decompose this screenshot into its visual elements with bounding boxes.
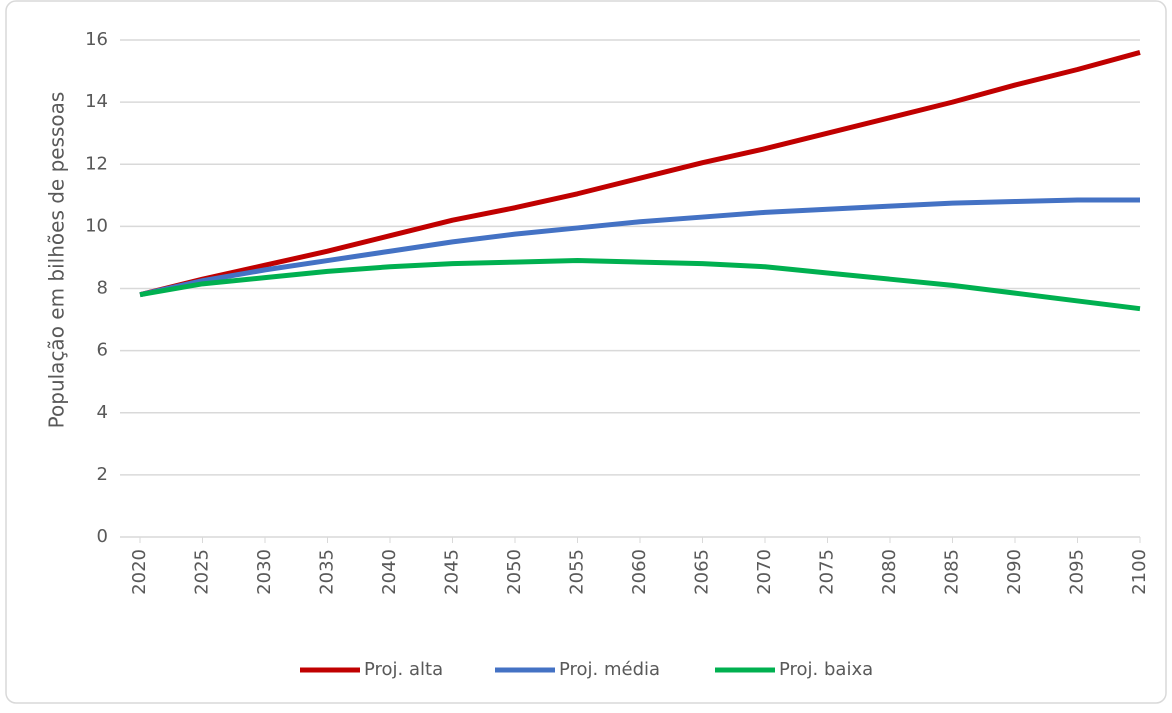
x-tick-label: 2045 [442,549,463,595]
x-tick-label: 2095 [1067,549,1088,595]
series-line [139,258,1141,312]
y-tick-label: 8 [97,278,108,299]
legend-label: Proj. média [559,659,660,680]
x-tick-label: 2035 [317,549,338,595]
x-tick-label: 2020 [129,549,150,595]
x-tick-label: 2055 [567,549,588,595]
series-line [139,197,1140,298]
x-tick-label: 2025 [192,549,213,595]
x-tick-label: 2085 [942,549,963,595]
x-tick-label: 2090 [1004,549,1025,595]
y-tick-label: 2 [97,464,108,485]
y-tick-label: 6 [97,340,108,361]
y-tick-label: 14 [85,91,108,112]
x-tick-label: 2050 [504,549,525,595]
x-tick-label: 2080 [879,549,900,595]
series-line [139,50,1141,298]
x-tick-label: 2075 [817,549,838,595]
chart-frame [5,0,1167,704]
y-tick-label: 4 [97,402,108,423]
x-tick-label: 2030 [254,549,275,595]
y-tick-label: 12 [85,153,108,174]
legend-label: Proj. alta [364,659,443,680]
x-tick-label: 2065 [692,549,713,595]
legend-label: Proj. baixa [779,659,873,680]
x-tick-label: 2040 [379,549,400,595]
x-tick-label: 2060 [629,549,650,595]
x-tick-label: 2070 [754,549,775,595]
x-tick-label: 2100 [1129,549,1150,595]
y-tick-label: 10 [85,215,108,236]
y-tick-label: 0 [97,526,108,547]
y-axis-label: População em bilhões de pessoas [45,92,69,429]
y-tick-label: 16 [85,29,108,50]
